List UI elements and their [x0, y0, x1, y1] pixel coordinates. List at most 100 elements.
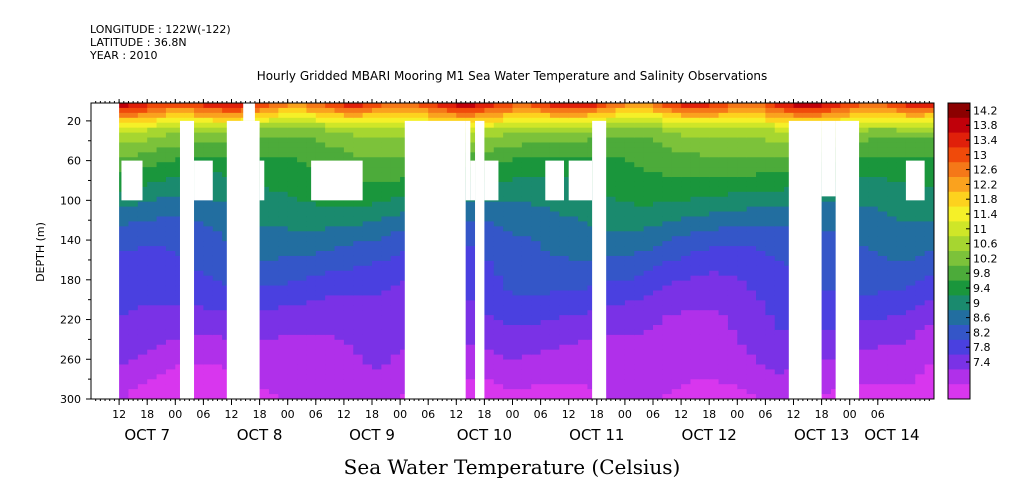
heatmap-cell — [465, 300, 476, 306]
heatmap-cell — [653, 374, 663, 380]
heatmap-cell — [259, 290, 270, 296]
heatmap-cell — [596, 103, 607, 109]
heatmap-cell — [493, 216, 504, 222]
heatmap-cell — [624, 103, 635, 109]
heatmap-cell — [165, 310, 176, 316]
heatmap-cell — [165, 231, 176, 237]
heatmap-cell — [643, 147, 654, 153]
heatmap-cell — [503, 255, 514, 262]
heatmap-cell — [540, 290, 551, 296]
heatmap-cell — [194, 329, 204, 336]
heatmap-cell — [559, 127, 570, 134]
heatmap-cell — [578, 329, 589, 336]
heatmap-cell — [484, 280, 495, 287]
heatmap-cell — [409, 107, 420, 114]
heatmap-cell — [465, 221, 476, 227]
heatmap-cell — [465, 379, 476, 385]
heatmap-cell — [821, 364, 832, 370]
heatmap-cell — [512, 181, 523, 188]
heatmap-cell — [306, 157, 317, 163]
heatmap-cell — [353, 265, 364, 272]
heatmap-cell — [634, 270, 645, 277]
heatmap-cell — [690, 152, 701, 158]
heatmap-cell — [699, 167, 710, 173]
heatmap-cell — [765, 172, 776, 178]
heatmap-cell — [821, 226, 832, 232]
heatmap-cell — [390, 290, 401, 296]
heatmap-cell — [128, 334, 139, 341]
heatmap-cell — [737, 191, 748, 198]
heatmap-cell — [259, 226, 270, 232]
heatmap-cell — [578, 374, 589, 380]
heatmap-cell — [568, 374, 579, 380]
heatmap-cell — [390, 162, 401, 168]
heatmap-cell — [503, 305, 514, 311]
heatmap-cell — [690, 112, 701, 119]
heatmap-cell — [343, 329, 354, 336]
heatmap-cell — [353, 152, 364, 158]
heatmap-cell — [315, 251, 326, 257]
heatmap-cell — [268, 107, 279, 114]
heatmap-cell — [624, 152, 635, 158]
heatmap-cell — [287, 344, 298, 351]
heatmap-cell — [634, 359, 645, 366]
heatmap-cell — [727, 300, 738, 306]
heatmap-cell — [718, 107, 729, 114]
heatmap-cell — [268, 349, 279, 356]
heatmap-cell — [493, 270, 504, 277]
heatmap-cell — [325, 325, 336, 331]
heatmap-cell — [568, 206, 579, 213]
heatmap-cell — [578, 260, 589, 267]
heatmap-cell — [493, 107, 504, 114]
heatmap-cell — [137, 374, 148, 380]
heatmap-cell — [653, 364, 663, 370]
heatmap-cell — [147, 275, 158, 282]
heatmap-cell — [306, 325, 317, 331]
heatmap-cell — [727, 349, 738, 356]
heatmap-cell — [287, 132, 298, 139]
heatmap-cell — [643, 241, 654, 247]
heatmap-cell — [653, 107, 663, 114]
heatmap-cell — [465, 275, 476, 282]
heatmap-cell — [699, 162, 710, 168]
heatmap-cell — [765, 295, 776, 301]
heatmap-cell — [372, 280, 382, 287]
heatmap-cell — [362, 226, 373, 232]
heatmap-cell — [606, 201, 617, 208]
heatmap-cell — [578, 137, 589, 144]
heatmap-cell — [372, 251, 382, 257]
heatmap-cell — [362, 280, 373, 287]
heatmap-cell — [615, 162, 626, 168]
heatmap-cell — [503, 260, 514, 267]
heatmap-cell — [278, 216, 289, 222]
heatmap-cell — [278, 191, 289, 198]
heatmap-cell — [343, 374, 354, 380]
heatmap-cell — [147, 285, 158, 292]
heatmap-cell — [606, 167, 617, 173]
heatmap-cell — [512, 369, 523, 375]
heatmap-cell — [128, 275, 139, 282]
heatmap-cell — [718, 226, 729, 232]
heatmap-cell — [372, 300, 382, 306]
heatmap-cell — [718, 320, 729, 326]
heatmap-cell — [737, 369, 748, 375]
heatmap-cell — [165, 157, 176, 163]
heatmap-cell — [727, 191, 738, 198]
heatmap-cell — [615, 221, 626, 227]
heatmap-cell — [165, 142, 176, 148]
heatmap-cell — [606, 290, 617, 296]
heatmap-cell — [465, 147, 476, 153]
heatmap-cell — [718, 315, 729, 321]
heatmap-cell — [390, 177, 401, 183]
heatmap-cell — [671, 339, 682, 346]
heatmap-cell — [699, 132, 710, 139]
heatmap-cell — [521, 147, 532, 153]
heatmap-cell — [334, 206, 345, 213]
heatmap-cell — [718, 384, 729, 390]
heatmap-cell — [465, 216, 476, 222]
heatmap-cell — [372, 275, 382, 282]
heatmap-cell — [503, 162, 514, 168]
heatmap-cell — [362, 359, 373, 366]
heatmap-cell — [531, 177, 542, 183]
heatmap-cell — [165, 103, 176, 109]
